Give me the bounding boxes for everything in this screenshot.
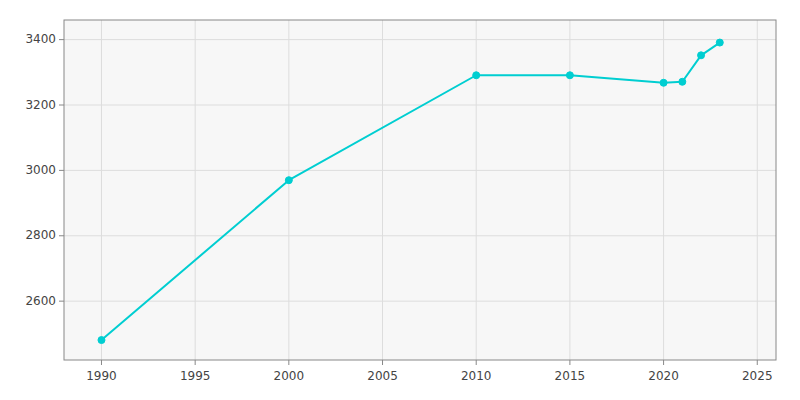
x-grid-line — [382, 20, 383, 360]
x-tick — [476, 360, 477, 365]
marker — [716, 39, 723, 46]
x-grid-line — [101, 20, 102, 360]
marker — [285, 177, 292, 184]
y-tick — [59, 235, 64, 236]
marker — [98, 337, 105, 344]
x-tick — [663, 360, 664, 365]
x-tick-label: 2025 — [742, 369, 773, 383]
y-tick-label: 3000 — [25, 163, 56, 177]
x-tick-label: 1995 — [180, 369, 211, 383]
x-grid-line — [757, 20, 758, 360]
x-tick-label: 2000 — [274, 369, 305, 383]
marker — [566, 72, 573, 79]
x-grid-line — [476, 20, 477, 360]
y-tick-label: 2800 — [25, 228, 56, 242]
x-tick-label: 2005 — [367, 369, 398, 383]
x-tick — [101, 360, 102, 365]
series — [98, 39, 723, 344]
page: {"chart_data": {"type": "line", "x": [19… — [0, 0, 800, 400]
grid — [64, 20, 776, 360]
x-tick — [382, 360, 383, 365]
x-tick — [569, 360, 570, 365]
y-tick-label: 3400 — [25, 32, 56, 46]
y-grid-line — [64, 301, 776, 302]
y-grid-line — [64, 105, 776, 106]
y-tick — [59, 301, 64, 302]
x-tick — [288, 360, 289, 365]
marker — [660, 79, 667, 86]
marker — [473, 72, 480, 79]
x-tick — [757, 360, 758, 365]
y-grid-line — [64, 170, 776, 171]
x-grid-line — [663, 20, 664, 360]
y-tick — [59, 105, 64, 106]
y-grid-line — [64, 39, 776, 40]
axes: 2600 2800 3000 3200 3400 1990 1995 2000 2005 2010… — [25, 20, 776, 383]
y-grid-line — [64, 235, 776, 236]
plot-frame — [64, 20, 776, 360]
chart-container: 2600 2800 3000 3200 3400 1990 1995 2000 2005 2010… — [0, 0, 800, 400]
x-grid-line — [569, 20, 570, 360]
x-tick-label: 2010 — [461, 369, 492, 383]
y-tick-label: 2600 — [25, 294, 56, 308]
y-tick — [59, 39, 64, 40]
line — [101, 43, 719, 341]
chart: 2600 2800 3000 3200 3400 1990 1995 2000 2005 2010… — [0, 0, 800, 400]
x-tick-label: 2015 — [555, 369, 586, 383]
x-grid-line — [195, 20, 196, 360]
marker — [698, 52, 705, 59]
y-tick-label: 3200 — [25, 98, 56, 112]
plot-background — [64, 20, 776, 360]
x-tick — [195, 360, 196, 365]
marker — [679, 78, 686, 85]
x-grid-line — [288, 20, 289, 360]
x-tick-label: 2020 — [648, 369, 679, 383]
y-tick — [59, 170, 64, 171]
x-tick-label: 1990 — [86, 369, 117, 383]
